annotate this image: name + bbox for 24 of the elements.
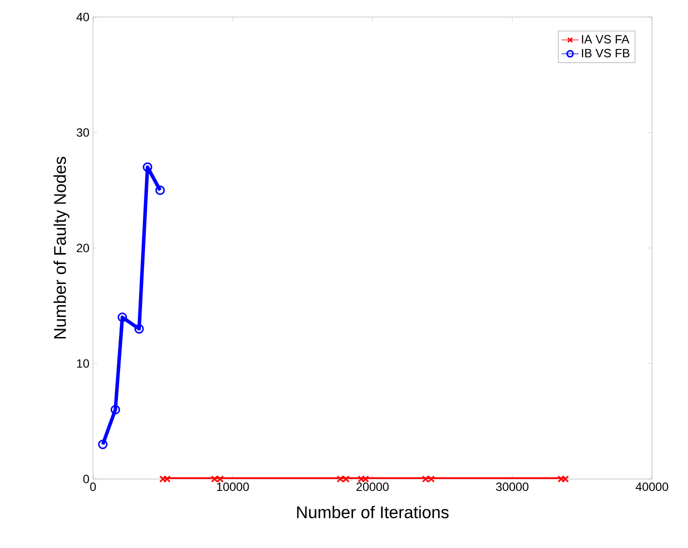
point bbox=[362, 475, 370, 483]
y-tick-label: 30 bbox=[76, 128, 90, 137]
y-tick-label: 10 bbox=[77, 359, 90, 368]
x-axis-title: Number of Iterations bbox=[297, 506, 449, 518]
point bbox=[558, 475, 565, 483]
point bbox=[163, 475, 171, 483]
x-tick-label: 30000 bbox=[496, 482, 528, 491]
x-tick-label: 0 bbox=[90, 482, 96, 491]
x-tick-label: 40000 bbox=[636, 482, 668, 491]
y-tick-label: 20 bbox=[76, 244, 90, 252]
point bbox=[562, 475, 569, 483]
point bbox=[98, 440, 108, 450]
point bbox=[142, 162, 152, 172]
point bbox=[118, 312, 128, 322]
legend-label: IB VS FB bbox=[582, 48, 630, 58]
point bbox=[134, 324, 144, 334]
y-axis-title: Number of Faulty Nodes bbox=[54, 156, 70, 338]
x-tick-label: 10000 bbox=[217, 482, 249, 491]
y-tick-label: 0 bbox=[83, 474, 90, 484]
y-tick-label: 40 bbox=[76, 12, 90, 22]
point bbox=[110, 404, 120, 414]
x-tick-label: 20000 bbox=[356, 482, 389, 491]
point bbox=[155, 186, 165, 195]
legend-label: IA VS FA bbox=[582, 35, 630, 44]
